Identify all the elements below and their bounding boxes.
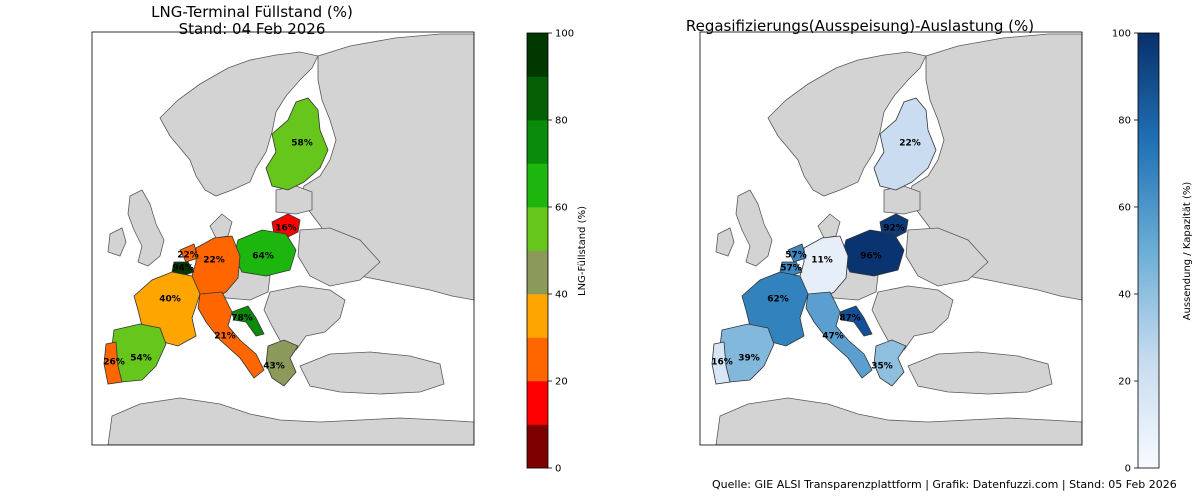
left-label-poland: 64% — [252, 252, 274, 262]
left-colorbar-bin-1 — [527, 381, 548, 425]
right-colorbar-tick-4: 80 — [1118, 116, 1131, 127]
right-country-finland — [873, 97, 937, 191]
right-label-portugal: 16% — [711, 358, 733, 368]
right-country-netherlands — [787, 243, 807, 263]
left-country-finland — [265, 97, 329, 191]
left-country-belgium — [171, 261, 195, 277]
right-title: Regasifizierungs(Ausspeisung)-Auslastung… — [686, 17, 1034, 35]
right-label-spain: 39% — [738, 354, 760, 364]
left-country-italy — [197, 291, 265, 379]
left-label-belgium: 94% — [172, 264, 194, 274]
right-country-portugal — [711, 341, 731, 385]
left-colorbar-tick-5: 100 — [555, 29, 574, 40]
left-label-croatia: 78% — [231, 314, 253, 324]
right-label-belgium: 57% — [780, 264, 802, 274]
right-label-greece: 35% — [871, 362, 893, 372]
right-map-frame — [699, 31, 1083, 446]
right-country-croatia — [839, 305, 873, 337]
left-country-netherlands — [179, 243, 199, 263]
right-label-lithuania: 92% — [883, 224, 905, 234]
left-label-netherlands: 22% — [177, 251, 199, 261]
left-colorbar-bin-8 — [527, 76, 548, 121]
left-colorbar-bin-9 — [527, 33, 548, 77]
right-label-poland: 96% — [860, 252, 882, 262]
right-label-finland: 22% — [899, 139, 921, 149]
left-map — [92, 33, 474, 445]
left-colorbar-bin-6 — [527, 163, 548, 208]
right-colorbar-label: Aussendung / Kapazität (%) — [1182, 182, 1193, 321]
footer-credit: Quelle: GIE ALSI Transparenzplattform | … — [712, 478, 1177, 491]
left-title-line1: LNG-Terminal Füllstand (%) — [151, 3, 353, 21]
right-country-italy — [805, 291, 873, 379]
left-colorbar-tick-4: 80 — [555, 116, 568, 127]
figure: LNG-Terminal Füllstand (%) Stand: 04 Feb… — [91, 3, 1193, 475]
left-label-france: 40% — [159, 295, 181, 305]
right-colorbar-tick-5: 100 — [1112, 29, 1131, 40]
right-colorbar-tick-3: 60 — [1118, 203, 1131, 214]
right-label-croatia: 87% — [839, 314, 861, 324]
left-colorbar-tick-1: 20 — [555, 377, 568, 388]
left-label-portugal: 26% — [103, 358, 125, 368]
left-colorbar: 0 20 40 60 80 100 — [526, 29, 574, 475]
left-colorbar-bin-5 — [527, 207, 548, 251]
left-colorbar-bin-0 — [527, 424, 548, 469]
right-country-greece — [873, 339, 907, 387]
left-colorbar-tick-0: 0 — [555, 464, 561, 475]
left-colorbar-label: LNG-Füllstand (%) — [577, 206, 588, 296]
right-colorbar-gradient — [1138, 33, 1159, 468]
right-map — [700, 33, 1082, 445]
left-map-frame — [91, 31, 475, 446]
left-colorbar-bin-2 — [527, 337, 548, 382]
left-label-italy: 21% — [214, 332, 236, 342]
left-label-spain: 54% — [130, 354, 152, 364]
left-label-germany: 22% — [203, 256, 225, 266]
left-label-lithuania: 16% — [275, 224, 297, 234]
right-country-belgium — [779, 261, 803, 277]
right-colorbar-tick-1: 20 — [1118, 377, 1131, 388]
left-colorbar-tick-3: 60 — [555, 203, 568, 214]
left-colorbar-bin-4 — [527, 250, 548, 295]
right-label-germany: 11% — [811, 256, 833, 266]
left-label-finland: 58% — [291, 139, 313, 149]
left-colorbar-frame — [526, 32, 549, 469]
right-colorbar-tick-0: 0 — [1125, 464, 1131, 475]
left-title-line2: Stand: 04 Feb 2026 — [179, 20, 326, 38]
right-colorbar-frame — [1137, 32, 1160, 469]
right-label-france: 62% — [767, 295, 789, 305]
left-country-greece — [265, 339, 299, 387]
left-label-greece: 43% — [263, 362, 285, 372]
right-label-italy: 47% — [822, 332, 844, 342]
left-country-portugal — [103, 341, 123, 385]
left-colorbar-tick-2: 40 — [555, 290, 568, 301]
right-colorbar-tick-2: 40 — [1118, 290, 1131, 301]
left-country-croatia — [231, 305, 265, 337]
left-colorbar-bin-3 — [527, 294, 548, 338]
left-colorbar-bin-7 — [527, 120, 548, 164]
right-label-netherlands: 57% — [785, 251, 807, 261]
